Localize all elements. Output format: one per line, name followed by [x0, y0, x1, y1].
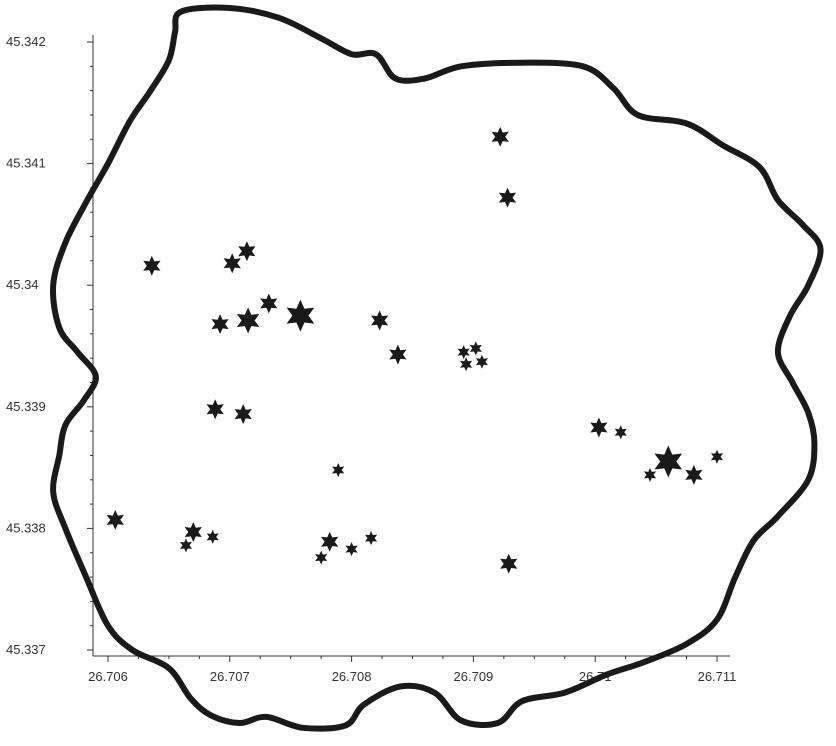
- star-point: [365, 531, 378, 546]
- star-point: [234, 404, 252, 425]
- y-tick-label: 45.342: [6, 34, 46, 49]
- star-point: [106, 509, 124, 530]
- star-point: [460, 357, 473, 372]
- star-point: [223, 253, 241, 274]
- star-point: [500, 553, 518, 574]
- star-point: [654, 445, 683, 478]
- axes: 45.342 45.341 45.34 45.339 45.338 45.337 26.7…: [6, 34, 736, 684]
- star-point: [211, 314, 229, 335]
- points: [106, 126, 724, 574]
- star-point: [457, 345, 470, 360]
- star-point: [179, 538, 192, 553]
- star-point: [498, 187, 517, 208]
- star-point: [321, 531, 339, 552]
- star-point: [614, 425, 627, 440]
- y-tick-label: 45.341: [6, 156, 46, 171]
- star-point: [143, 255, 161, 276]
- star-point: [236, 307, 260, 334]
- star-point: [685, 464, 703, 485]
- y-ticks: 45.342 45.341 45.34 45.339 45.338 45.337: [6, 34, 93, 657]
- star-point: [315, 550, 328, 565]
- x-tick-label: 26.706: [88, 669, 128, 684]
- star-point: [371, 310, 389, 331]
- star-point: [389, 344, 407, 365]
- x-tick-label: 26.708: [332, 669, 372, 684]
- x-tick-label: 26.709: [454, 669, 494, 684]
- star-point: [345, 542, 358, 557]
- star-point: [332, 463, 345, 477]
- y-tick-label: 45.337: [6, 642, 46, 657]
- x-tick-label: 26.711: [698, 669, 737, 684]
- boundary-outline: [50, 4, 824, 732]
- star-point: [491, 126, 509, 147]
- x-ticks: 26.706 26.707 26.708 26.709 26.71 26.711: [88, 656, 736, 684]
- star-point: [710, 449, 724, 464]
- y-tick-label: 45.339: [6, 399, 46, 414]
- star-point: [286, 299, 315, 332]
- x-tick-label: 26.707: [210, 669, 250, 684]
- star-point: [590, 417, 608, 438]
- y-tick-label: 45.338: [6, 520, 46, 535]
- y-tick-label: 45.34: [6, 277, 39, 292]
- star-point: [643, 467, 657, 482]
- star-point: [469, 341, 482, 356]
- star-point: [260, 293, 278, 314]
- star-point: [475, 354, 488, 369]
- star-point: [184, 522, 202, 542]
- star-point: [206, 529, 219, 544]
- star-point: [206, 399, 224, 420]
- star-point: [238, 241, 256, 262]
